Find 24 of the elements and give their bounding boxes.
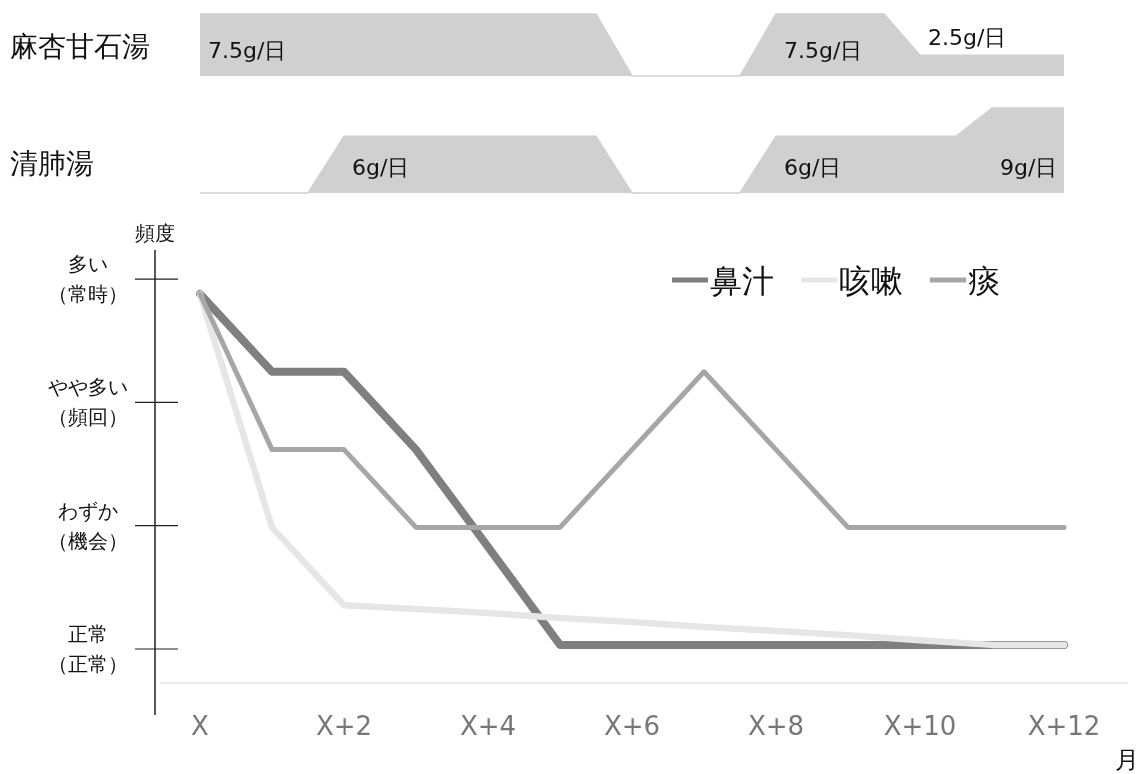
data-label: 7.5g/日 bbox=[784, 38, 863, 63]
legend-label: 咳嗽 bbox=[839, 262, 903, 300]
x-axis-title: 月 bbox=[1115, 746, 1139, 774]
data-label: 6g/日 bbox=[352, 155, 410, 180]
x-tick-label: X bbox=[191, 711, 209, 741]
data-label: 9g/日 bbox=[1000, 155, 1058, 180]
text: 清肺湯 bbox=[10, 147, 94, 180]
legend-label: 痰 bbox=[968, 262, 1000, 300]
data-label: 7.5g/日 bbox=[208, 38, 287, 63]
text: 麻杏甘石湯 bbox=[10, 30, 150, 63]
y-axis-title: 頻度 bbox=[135, 221, 175, 245]
legend-label: 鼻汁 bbox=[710, 262, 774, 300]
x-tick-label: X+2 bbox=[315, 711, 373, 741]
x-tick-label: X+4 bbox=[459, 711, 517, 741]
x-tick-label: X+10 bbox=[883, 711, 957, 741]
x-tick-label: X+8 bbox=[747, 711, 805, 741]
text: わずか（機会） bbox=[48, 498, 128, 553]
text: やや多い（頻回） bbox=[48, 375, 128, 430]
data-label: 6g/日 bbox=[784, 155, 842, 180]
text: 正常（正常） bbox=[48, 622, 128, 676]
text: 多い（常時） bbox=[48, 252, 128, 307]
data-label: 2.5g/日 bbox=[928, 25, 1007, 51]
x-tick-label: X+6 bbox=[603, 711, 661, 741]
x-tick-label: X+12 bbox=[1027, 711, 1101, 741]
